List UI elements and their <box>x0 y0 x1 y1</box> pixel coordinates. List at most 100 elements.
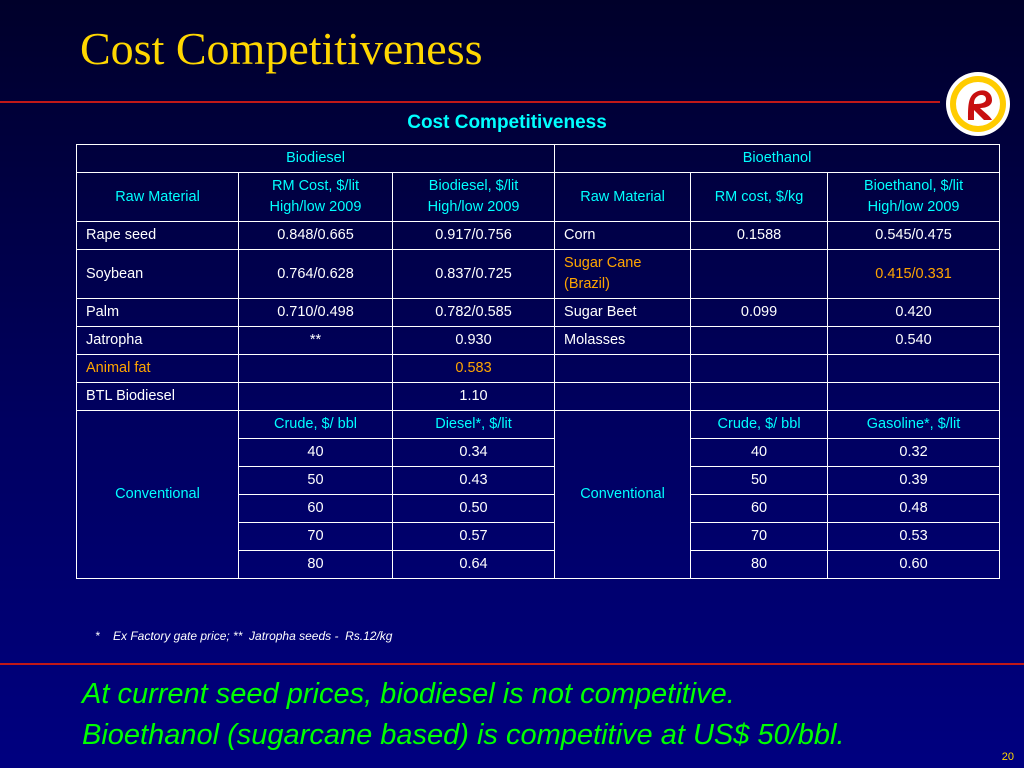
page-number: 20 <box>1001 751 1014 763</box>
bd-rm-cost-header-line1: RM Cost, $/lit <box>271 178 359 194</box>
column-header-row: Raw Material RM Cost, $/lit High/low 2009… <box>76 172 1001 222</box>
table-cell: 0.930 <box>391 326 556 355</box>
table-caption: Cost Competitiveness <box>407 112 607 133</box>
table-cell: 40 <box>238 438 393 467</box>
conventional-biodiesel-label: Conventional <box>76 410 239 579</box>
conventional-row: 70 0.57 70 0.53 <box>77 522 1001 551</box>
bottom-divider <box>0 663 1024 665</box>
table-cell: Molasses <box>554 326 692 355</box>
table-cell: 0.48 <box>827 494 1001 523</box>
table-cell: 0.43 <box>391 466 556 495</box>
table-cell: 70 <box>690 522 829 551</box>
table-footnote: * Ex Factory gate price; ** Jatropha see… <box>95 629 393 643</box>
reliance-logo-icon <box>946 72 1010 136</box>
table-row: Jatropha ** 0.930 Molasses 0.540 <box>76 326 1001 355</box>
table-cell: 0.764/0.628 <box>238 249 393 299</box>
bd-raw-material-header: Raw Material <box>76 172 239 222</box>
table-cell: 0.545/0.475 <box>827 221 1001 250</box>
table-row: Animal fat 0.583 <box>76 354 1001 383</box>
bd-price-header-line1: Biodiesel, $/lit <box>428 178 519 194</box>
be-price-header-line1: Bioethanol, $/lit <box>863 178 964 194</box>
table-cell: Palm <box>76 298 239 327</box>
table-cell <box>690 382 829 411</box>
table-cell: Sugar Cane (Brazil) <box>554 249 692 299</box>
conventional-header-row: Conventional Crude, $/ bbl Diesel*, $/li… <box>76 410 1001 579</box>
table-row: Palm 0.710/0.498 0.782/0.585 Sugar Beet … <box>76 298 1001 327</box>
table-cell: 0.39 <box>827 466 1001 495</box>
table-cell: 60 <box>238 494 393 523</box>
table-cell: 50 <box>238 466 393 495</box>
table-cell: 0.420 <box>827 298 1001 327</box>
table-cell: 0.53 <box>827 522 1001 551</box>
table-cell: Corn <box>554 221 692 250</box>
table-row: Soybean 0.764/0.628 0.837/0.725 Sugar Ca… <box>76 249 1001 299</box>
title-divider <box>0 101 940 103</box>
table-cell: 80 <box>238 550 393 579</box>
table-cell: 0.32 <box>827 438 1001 467</box>
table-cell <box>690 354 829 383</box>
conclusion-text: At current seed prices, biodiesel is not… <box>82 674 845 756</box>
table-cell: 0.583 <box>391 354 556 383</box>
table-cell: 70 <box>238 522 393 551</box>
bd-rm-cost-header: RM Cost, $/lit High/low 2009 <box>238 172 393 222</box>
table-cell: 50 <box>690 466 829 495</box>
table-cell <box>554 382 692 411</box>
conventional-row: 80 0.64 80 0.60 <box>77 550 1001 579</box>
table-cell: 0.917/0.756 <box>391 221 556 250</box>
table-cell: 0.60 <box>827 550 1001 579</box>
be-price-header: Bioethanol, $/lit High/low 2009 <box>827 172 1001 222</box>
table-cell: 0.34 <box>391 438 556 467</box>
table-cell: 0.837/0.725 <box>391 249 556 299</box>
table-row: BTL Biodiesel 1.10 <box>76 382 1001 411</box>
bd-rm-cost-header-line2: High/low 2009 <box>269 199 362 215</box>
table-cell: 60 <box>690 494 829 523</box>
table-cell <box>827 382 1001 411</box>
table-cell: Soybean <box>76 249 239 299</box>
table-cell: 0.782/0.585 <box>391 298 556 327</box>
table-cell <box>827 354 1001 383</box>
table-cell: ** <box>238 326 393 355</box>
table-cell: 0.57 <box>391 522 556 551</box>
table-cell: BTL Biodiesel <box>76 382 239 411</box>
table-cell: Jatropha <box>76 326 239 355</box>
gasoline-price-header: Gasoline*, $/lit <box>827 410 1001 439</box>
bd-price-header: Biodiesel, $/lit High/low 2009 <box>391 172 556 222</box>
bd-price-header-line2: High/low 2009 <box>427 199 520 215</box>
slide-title: Cost Competitiveness <box>80 23 483 74</box>
crude-price-header: Crude, $/ bbl <box>690 410 829 439</box>
diesel-price-header: Diesel*, $/lit <box>391 410 556 439</box>
conventional-row: 50 0.43 50 0.39 <box>77 466 1001 495</box>
cost-table: Biodiesel Bioethanol Raw Material RM Cos… <box>75 144 1001 579</box>
conventional-bioethanol-label: Conventional <box>554 410 692 579</box>
be-raw-material-header: Raw Material <box>554 172 692 222</box>
conclusion-line-1: At current seed prices, biodiesel is not… <box>82 678 735 710</box>
table-cell: 0.848/0.665 <box>238 221 393 250</box>
table-cell: 80 <box>690 550 829 579</box>
conclusion-line-2: Bioethanol (sugarcane based) is competit… <box>82 719 845 751</box>
table-cell: 40 <box>690 438 829 467</box>
biodiesel-section-header: Biodiesel <box>75 144 556 173</box>
table-cell: Animal fat <box>76 354 239 383</box>
be-rm-cost-header: RM cost, $/kg <box>690 172 829 222</box>
section-header-row: Biodiesel Bioethanol <box>75 144 1001 173</box>
table-cell: 0.415/0.331 <box>827 249 1001 299</box>
table-cell: 0.1588 <box>690 221 829 250</box>
table-cell: Rape seed <box>76 221 239 250</box>
table-cell <box>690 326 829 355</box>
table-cell <box>238 354 393 383</box>
bioethanol-section-header: Bioethanol <box>554 144 1001 173</box>
table-row: Rape seed 0.848/0.665 0.917/0.756 Corn 0… <box>76 221 1001 250</box>
table-cell: Sugar Beet <box>554 298 692 327</box>
table-cell: 0.540 <box>827 326 1001 355</box>
conventional-row: 60 0.50 60 0.48 <box>77 494 1001 523</box>
table-cell: 0.099 <box>690 298 829 327</box>
table-cell <box>690 249 829 299</box>
table-cell: 0.50 <box>391 494 556 523</box>
table-cell: 0.64 <box>391 550 556 579</box>
table-cell <box>554 354 692 383</box>
table-cell: 0.710/0.498 <box>238 298 393 327</box>
crude-price-header: Crude, $/ bbl <box>238 410 393 439</box>
be-price-header-line2: High/low 2009 <box>867 199 960 215</box>
table-cell <box>238 382 393 411</box>
table-cell: 1.10 <box>391 382 556 411</box>
